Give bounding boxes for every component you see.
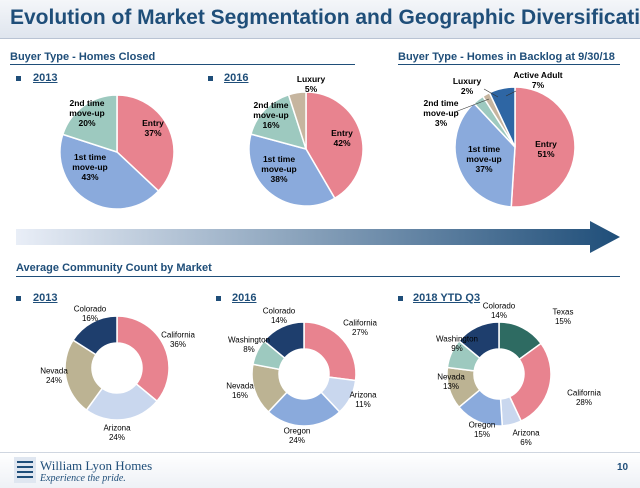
company-name: William Lyon Homes (40, 458, 153, 473)
slice-2nd-time-move-up (61, 94, 118, 154)
slice-active-adult (488, 86, 516, 148)
section-rule (398, 64, 620, 65)
chart-year-label: 2013 (33, 72, 58, 84)
chart-year-label: 2016 (232, 292, 257, 304)
footer-divider (0, 452, 640, 453)
chart-0: Entry 37% 1st time move-up 43% 2nd time move-u… (59, 94, 175, 210)
bullet-icon (208, 76, 213, 81)
slice-label: Washington 9% (436, 334, 478, 353)
slice-label: Colorado 14% (263, 306, 296, 325)
company-tagline: Experience the pride. (40, 473, 126, 484)
slice-1st-time-move-up (454, 102, 516, 208)
slice-label: Entry 37% (142, 118, 164, 138)
section-community: Average Community Count by Market (16, 262, 212, 274)
slice-entry (305, 91, 364, 200)
slice-1st-time-move-up (59, 133, 160, 210)
chart-year-label: 2016 (224, 72, 249, 84)
bullet-icon (16, 296, 21, 301)
slice-luxury (287, 91, 307, 150)
title-bar: Evolution of Market Segmentation and Geo… (0, 0, 640, 39)
slice-label: 2nd time move-up 20% (69, 98, 104, 128)
slice-label: California 36% (161, 330, 195, 349)
slice-label: Washington 8% (228, 335, 270, 354)
slice-label: 2nd time move-up 16% (253, 100, 288, 130)
section-rule (10, 64, 355, 65)
timeline-arrow (16, 221, 620, 253)
slice-label: Colorado 14% (483, 301, 516, 320)
bullet-icon (16, 76, 21, 81)
chart-year-label: 2018 YTD Q3 (413, 292, 481, 304)
chart-1: Entry 42% 1st time move-up 38% 2nd time move-u… (248, 74, 364, 207)
slice-label: Arizona 6% (512, 428, 540, 447)
slice-entry (116, 94, 175, 193)
slice-label: Nevada 16% (226, 381, 254, 400)
slice-label: Luxury 2% (453, 76, 482, 96)
slice-colorado (72, 315, 118, 356)
slice-label: Texas 15% (553, 307, 574, 326)
slice-label: Entry 51% (535, 139, 557, 159)
chart-3: California 36% Arizona 24% Nevada 24% Colorado… (40, 304, 195, 442)
slice-label: Entry 42% (331, 128, 353, 148)
company-logo-icon (14, 457, 36, 483)
slice-label: 2nd time move-up 3% (423, 98, 458, 128)
slice-entry (510, 86, 576, 208)
footer (0, 453, 640, 488)
section-backlog: Buyer Type - Homes in Backlog at 9/30/18 (398, 51, 615, 63)
page-number: 10 (617, 462, 629, 473)
slice-label: Nevada 24% (40, 366, 68, 385)
slice-label: California 28% (567, 388, 601, 407)
bullet-icon (398, 296, 403, 301)
slice-label: Arizona 11% (349, 390, 377, 409)
slice-california (116, 315, 170, 403)
section-homes-closed: Buyer Type - Homes Closed (10, 51, 156, 63)
slice-label: Oregon 24% (284, 426, 311, 445)
slice-1st-time-move-up (248, 133, 336, 207)
slice-label: 1st time move-up 37% (466, 144, 501, 174)
section-rule (16, 276, 620, 277)
slice-label: Oregon 15% (469, 420, 496, 439)
slice-colorado (457, 321, 500, 360)
slice-label: Colorado 16% (74, 304, 107, 323)
slice-label: Active Adult 7% (513, 70, 562, 90)
chart-year-label: 2013 (33, 292, 58, 304)
slice-california (508, 342, 552, 423)
chart-2: Entry 51% 1st time move-up 37% 2nd time move-u… (423, 70, 576, 208)
leader-line (483, 88, 499, 98)
chart-5: Texas 15% California 28% Arizona 6% Oregon 15% N… (436, 301, 601, 447)
slice-colorado (262, 321, 305, 360)
chart-4: California 27% Arizona 11% Oregon 24% Nevada 16… (226, 306, 377, 445)
bullet-icon (216, 296, 221, 301)
leader-line (505, 90, 517, 97)
slice-california (303, 321, 357, 382)
slice-label: 1st time move-up 43% (72, 152, 107, 182)
leader-line (454, 98, 490, 113)
slice-label: Luxury 5% (297, 74, 326, 94)
slice-label: 1st time move-up 38% (261, 154, 296, 184)
page-title: Evolution of Market Segmentation and Geo… (10, 6, 640, 29)
slice-label: Arizona 24% (103, 423, 131, 442)
slice-label: Nevada 13% (437, 372, 465, 391)
slice-label: California 27% (343, 318, 377, 337)
